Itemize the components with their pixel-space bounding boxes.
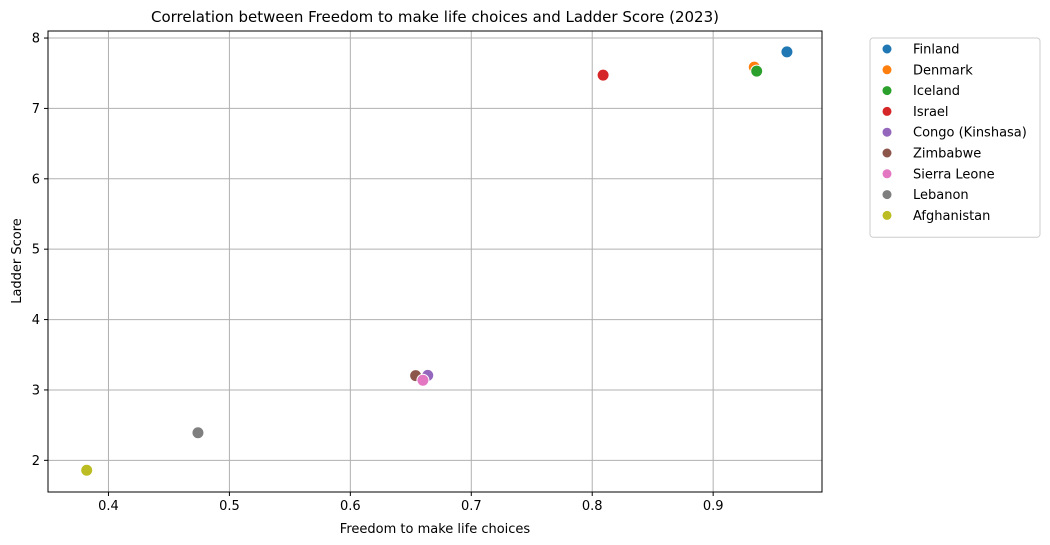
y-tick-label: 6	[32, 172, 40, 187]
x-tick-label: 0.7	[461, 499, 482, 514]
legend-label: Denmark	[913, 63, 973, 78]
legend-label: Finland	[913, 43, 959, 58]
data-point	[596, 68, 610, 82]
y-tick-label: 8	[32, 32, 40, 47]
legend-label: Congo (Kinshasa)	[913, 126, 1027, 141]
legend-label: Afghanistan	[913, 209, 990, 224]
legend-marker	[882, 65, 892, 75]
legend-marker	[882, 86, 892, 96]
legend-marker	[882, 44, 892, 54]
legend-marker	[882, 210, 892, 220]
legend-box	[869, 37, 1041, 238]
y-tick-label: 7	[32, 102, 40, 117]
y-axis-ticks: 2 3 4 5 6 7 8	[32, 32, 48, 469]
legend-label: Zimbabwe	[913, 147, 981, 162]
x-tick-label: 0.4	[98, 499, 119, 514]
legend-marker	[882, 106, 892, 116]
data-point	[191, 426, 205, 440]
legend-label: Israel	[913, 105, 949, 120]
data-point	[416, 373, 430, 387]
data-point	[780, 45, 794, 59]
legend-label: Iceland	[913, 84, 960, 99]
y-axis-label: Ladder Score	[10, 218, 25, 304]
y-tick-label: 3	[32, 383, 40, 398]
legend-marker	[882, 169, 892, 179]
data-point	[80, 463, 94, 477]
x-tick-label: 0.9	[703, 499, 724, 514]
y-tick-label: 4	[32, 313, 40, 328]
data-point	[750, 64, 764, 78]
y-tick-label: 5	[32, 243, 40, 258]
x-axis-label: Freedom to make life choices	[340, 522, 531, 537]
legend-marker	[882, 190, 892, 200]
data-points	[80, 45, 794, 477]
x-tick-label: 0.8	[582, 499, 603, 514]
legend: Finland Denmark Iceland Israel Congo (Kinsha…	[869, 37, 1041, 238]
grid-lines	[48, 31, 822, 492]
legend-label: Lebanon	[913, 188, 969, 203]
x-tick-label: 0.5	[219, 499, 240, 514]
y-tick-label: 2	[32, 454, 40, 469]
legend-label: Sierra Leone	[913, 167, 995, 182]
legend-marker	[882, 148, 892, 158]
legend-marker	[882, 127, 892, 137]
x-axis-ticks: 0.4 0.5 0.6 0.7 0.8 0.9	[98, 492, 724, 514]
chart-title: Correlation between Freedom to make life…	[151, 8, 719, 26]
x-tick-label: 0.6	[340, 499, 361, 514]
plot-frame	[47, 30, 823, 493]
